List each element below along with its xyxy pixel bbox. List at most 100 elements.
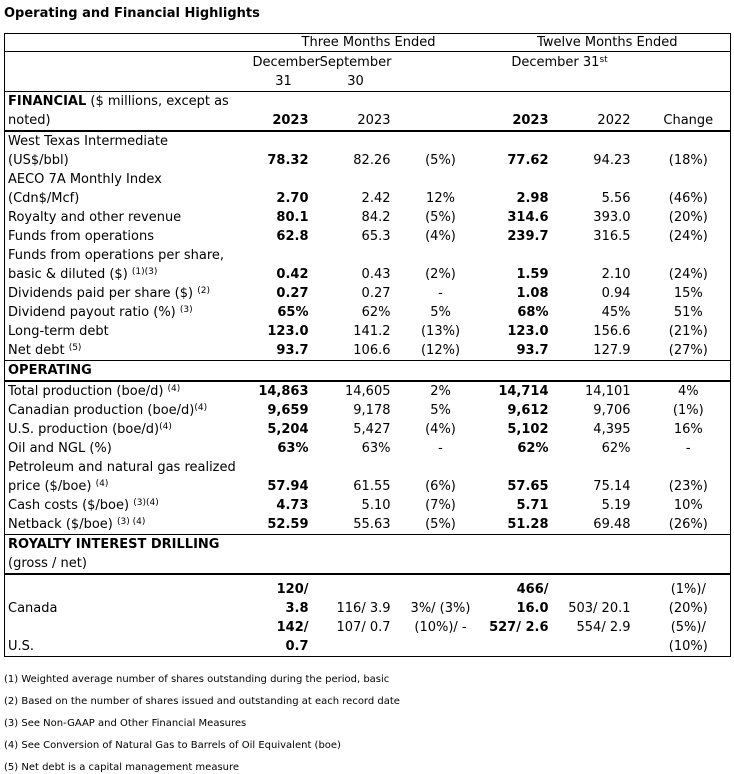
cell-q4-2023: 0.27	[276, 286, 309, 301]
empty-cell	[4, 51, 253, 92]
cell-qoq-change: -	[438, 286, 443, 301]
row-label-text: Canada	[8, 601, 58, 616]
financial-section-title: FINANCIAL	[8, 94, 87, 109]
row-label: Canadian production (boe/d)(4)	[5, 401, 253, 420]
cell-yoy-change: -	[685, 441, 691, 456]
table-row-cash-costs: Cash costs ($/boe) (3)(4) 4.73 5.10 (7%)…	[5, 496, 731, 515]
cell-ytd-2022: 45%	[601, 305, 631, 320]
cell-q3-2023: 0.27	[361, 286, 391, 301]
cell-ytd-2022: 393.0	[593, 210, 631, 225]
cell-ytd-2023: 239.7	[507, 229, 549, 244]
cell-ytd-2023: 9,612	[507, 403, 549, 418]
cell-q4-2023: 9,659	[267, 403, 309, 418]
cell-ytd-2022: 503/ 20.1	[568, 601, 631, 616]
cell-q4-2023: 120/ 3.8	[276, 582, 309, 616]
royalty-drilling-section-title: ROYALTY INTEREST DRILLING (gross / net)	[4, 534, 731, 575]
row-label: Net debt (5)	[5, 341, 253, 361]
footnote: (5) Net debt is a capital management mea…	[4, 762, 240, 773]
row-label-text: Funds from operations per share, basic &…	[8, 248, 225, 282]
page-title: Operating and Financial Highlights	[4, 6, 260, 21]
footnote: (3) See Non-GAAP and Other Financial Mea…	[4, 718, 247, 729]
cell-q4-2023: 4.73	[276, 498, 309, 513]
cell-q3-2023: 106.6	[353, 343, 391, 358]
cell-q3-2023: 116/ 3.9	[336, 601, 391, 616]
cell-ytd-2023: 1.59	[516, 267, 549, 282]
year-header-q4-2023: 2023	[252, 91, 315, 132]
footnote-ref: (3) (4)	[116, 516, 146, 527]
cell-q3-2023: 62%	[361, 305, 391, 320]
operating-section-header-row: OPERATING	[4, 360, 731, 382]
row-label: Canada	[5, 574, 253, 618]
cell-qoq-change: (4%)	[425, 229, 456, 244]
cell-yoy-change: 16%	[673, 422, 703, 437]
table-row-royalty-revenue: Royalty and other revenue 80.1 84.2 (5%)…	[5, 208, 731, 227]
table-row-funds-from-operations: Funds from operations 62.8 65.3 (4%) 239…	[5, 227, 731, 246]
cell-q4-2023: 57.94	[267, 479, 309, 494]
cell-yoy-change: (5%)/ (10%)	[668, 620, 708, 654]
twelve-months-ended-header: Twelve Months Ended	[484, 33, 731, 52]
cell-ytd-2023: 77.62	[507, 153, 549, 168]
cell-q3-2023: 55.63	[353, 517, 391, 532]
cell-ytd-2022: 0.94	[601, 286, 631, 301]
row-label-text: West Texas Intermediate (US$/bbl)	[8, 134, 169, 168]
cell-ytd-2023: 314.6	[507, 210, 549, 225]
cell-q4-2023: 93.7	[276, 343, 309, 358]
year-header-ytd-2023: 2023	[484, 91, 553, 132]
cell-qoq-change: -	[438, 441, 443, 456]
row-label: Long-term debt	[5, 322, 253, 341]
cell-q4-2023: 80.1	[276, 210, 309, 225]
empty-cell	[396, 51, 485, 92]
cell-ytd-2023: 62%	[517, 441, 549, 456]
footnote-ref: (5)	[68, 342, 82, 353]
cell-qoq-change: (10%)/ -	[414, 620, 467, 635]
financial-section-suffix: ($ millions, except as noted)	[8, 94, 229, 128]
footnote-ref: (1)(3)	[131, 266, 158, 277]
row-label: Netback ($/boe) (3) (4)	[5, 515, 253, 535]
december-31-header: December 31	[252, 51, 320, 92]
cell-q3-2023: 2.42	[361, 191, 391, 206]
cell-q4-2023: 62.8	[276, 229, 309, 244]
row-label: Total production (boe/d) (4)	[5, 381, 253, 401]
cell-yoy-change: (46%)	[668, 191, 708, 206]
cell-yoy-change: (26%)	[668, 517, 708, 532]
table-row-us-production: U.S. production (boe/d)(4) 5,204 5,427 (…	[5, 420, 731, 439]
cell-qoq-change: 2%	[430, 384, 451, 399]
cell-ytd-2023: 5.71	[516, 498, 549, 513]
row-label: Funds from operations per share, basic &…	[5, 246, 253, 284]
cell-ytd-2022: 316.5	[593, 229, 631, 244]
cell-yoy-change: (1%)/ (20%)	[668, 582, 708, 616]
row-label-text: U.S.	[8, 639, 35, 654]
cell-qoq-change: 12%	[426, 191, 455, 206]
cell-ytd-2022: 62%	[601, 441, 631, 456]
year-header-q3-2023: 2023	[314, 91, 397, 132]
row-label: Funds from operations	[5, 227, 253, 246]
cell-q4-2023: 142/ 0.7	[276, 620, 309, 654]
cell-q3-2023: 14,605	[345, 384, 391, 399]
cell-qoq-change: (2%)	[425, 267, 456, 282]
cell-q3-2023: 141.2	[353, 324, 391, 339]
row-label: AECO 7A Monthly Index (Cdn$/Mcf)	[5, 170, 253, 208]
row-label-text: Long-term debt	[8, 324, 109, 339]
row-label: Petroleum and natural gas realized price…	[5, 458, 253, 496]
cell-ytd-2022: 554/ 2.9	[576, 620, 631, 635]
year-header-2022: 2022	[552, 91, 635, 132]
period-group-header-row: Three Months Ended Twelve Months Ended	[4, 33, 731, 52]
cell-yoy-change: (1%)	[672, 403, 704, 418]
cell-yoy-change: 4%	[677, 384, 699, 399]
cell-qoq-change: (5%)	[425, 210, 456, 225]
royalty-drilling-section-header-row: ROYALTY INTEREST DRILLING (gross / net)	[4, 534, 731, 575]
cell-q4-2023: 52.59	[267, 517, 309, 532]
cell-yoy-change: 51%	[673, 305, 703, 320]
cell-q3-2023: 65.3	[361, 229, 391, 244]
cell-q4-2023: 14,863	[258, 384, 309, 399]
december-31st-header: December 31st	[484, 51, 635, 92]
cell-q4-2023: 0.42	[276, 267, 309, 282]
row-label: U.S.	[5, 618, 253, 657]
operating-section-title: OPERATING	[4, 360, 731, 382]
cell-ytd-2023: 5,102	[507, 422, 549, 437]
row-label: Dividend payout ratio (%) (3)	[5, 303, 253, 322]
table-row-netback: Netback ($/boe) (3) (4) 52.59 55.63 (5%)…	[5, 515, 731, 535]
cell-q3-2023: 0.43	[361, 267, 391, 282]
row-label-text: AECO 7A Monthly Index (Cdn$/Mcf)	[8, 172, 162, 206]
cell-q3-2023: 9,178	[353, 403, 391, 418]
